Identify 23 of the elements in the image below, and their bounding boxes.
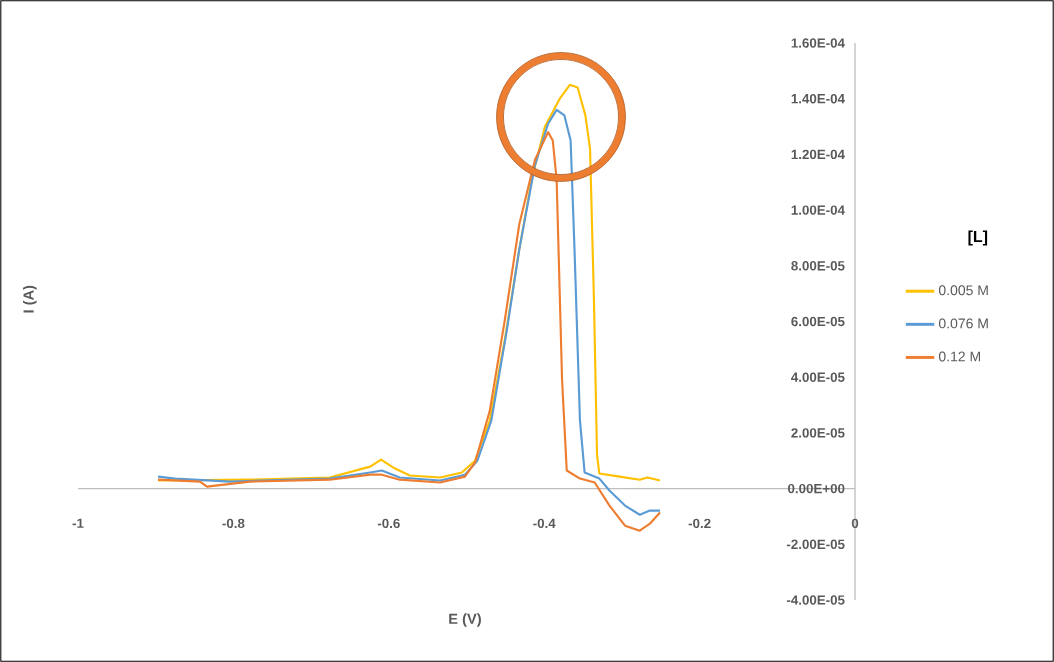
x-axis-title: E (V) (449, 613, 481, 627)
y-tick-label: -2.00E-05 (786, 539, 845, 550)
y-tick-label: 1.60E-04 (791, 38, 845, 48)
x-tick-label: -1 (72, 518, 84, 528)
x-tick-label: -0.6 (377, 518, 400, 529)
y-tick-label: 1.20E-04 (791, 149, 845, 160)
y-tick-label: -4.00E-05 (786, 595, 845, 605)
x-tick-label: -0.8 (222, 518, 245, 529)
x-tick-label: -0.4 (533, 518, 556, 529)
legend-title: [L] (968, 230, 988, 246)
y-tick-label: 2.00E-05 (791, 428, 845, 438)
y-tick-label: 4.00E-05 (791, 372, 845, 382)
y-tick-label: 1.00E-04 (791, 205, 845, 215)
y-tick-label: 6.00E-05 (791, 316, 845, 327)
x-tick-label: 0 (851, 518, 859, 529)
x-tick-label: -0.2 (688, 518, 711, 529)
y-tick-label: 8.00E-05 (791, 261, 845, 271)
y-tick-label: 0.00E+00 (788, 483, 845, 494)
y-axis-title: I (A) (23, 285, 37, 313)
legend-label: 0.005 M (938, 285, 988, 296)
y-tick-label: 1.40E-04 (791, 93, 845, 104)
legend-label: 0.076 M (938, 318, 988, 329)
legend-label: 0.12 M (938, 351, 981, 362)
